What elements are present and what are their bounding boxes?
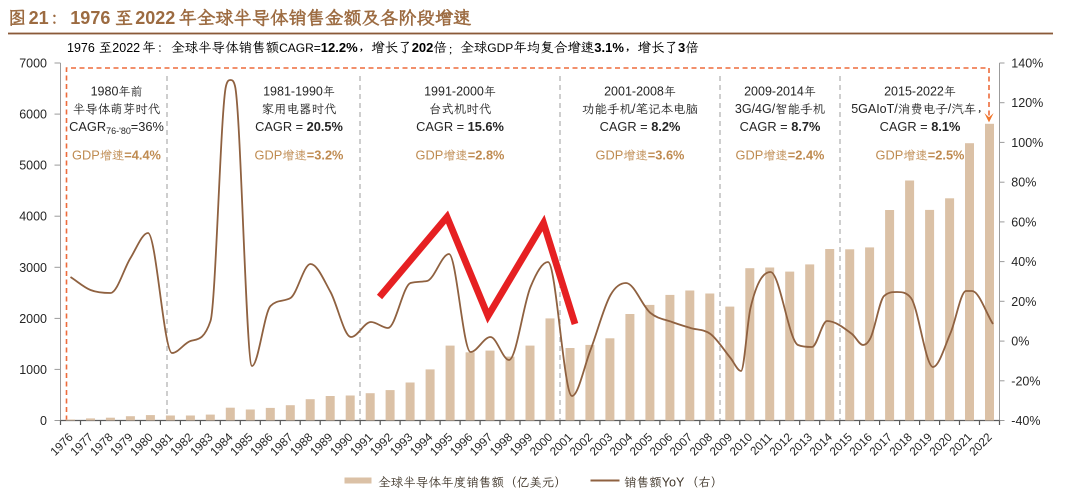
- svg-text:=4.4%: =4.4%: [124, 148, 161, 163]
- svg-text:20%: 20%: [1011, 295, 1036, 309]
- svg-text:8.7%: 8.7%: [791, 119, 821, 134]
- svg-text:2009-2014: 2009-2014: [744, 85, 804, 99]
- svg-text:=3.6%: =3.6%: [648, 148, 685, 163]
- svg-text:100%: 100%: [1011, 136, 1043, 150]
- svg-text:0: 0: [40, 414, 47, 428]
- svg-text:80%: 80%: [1011, 176, 1036, 190]
- svg-text:=36%: =36%: [131, 119, 164, 134]
- svg-text:76-'80: 76-'80: [106, 126, 131, 136]
- svg-text:CAGR =: CAGR =: [255, 119, 303, 134]
- svg-text:40%: 40%: [1011, 255, 1036, 269]
- svg-text:GDP: GDP: [416, 148, 444, 163]
- svg-text:/: /: [948, 102, 952, 116]
- svg-text:GDP: GDP: [736, 148, 764, 163]
- svg-text:1991-2000: 1991-2000: [424, 85, 484, 99]
- svg-text:CAGR=: CAGR=: [279, 41, 321, 55]
- svg-text:1976: 1976: [67, 41, 95, 55]
- svg-text:0%: 0%: [1011, 335, 1029, 349]
- svg-text:5000: 5000: [19, 159, 47, 173]
- svg-text:CAGR: CAGR: [69, 119, 106, 134]
- svg-text:4000: 4000: [19, 210, 47, 224]
- svg-text:6000: 6000: [19, 108, 47, 122]
- svg-text:140%: 140%: [1011, 57, 1043, 71]
- svg-text:GDP: GDP: [255, 148, 283, 163]
- svg-text:=2.8%: =2.8%: [468, 148, 505, 163]
- svg-text:=2.5%: =2.5%: [928, 148, 965, 163]
- svg-text:GDP: GDP: [876, 148, 904, 163]
- svg-text:21: 21: [29, 8, 49, 28]
- svg-text:CAGR =: CAGR =: [416, 119, 464, 134]
- svg-text:1976: 1976: [70, 8, 110, 28]
- svg-text:8.1%: 8.1%: [931, 119, 961, 134]
- svg-text:CAGR =: CAGR =: [600, 119, 648, 134]
- svg-text:/: /: [632, 102, 636, 116]
- svg-text:20.5%: 20.5%: [307, 119, 344, 134]
- svg-text:2015-2022: 2015-2022: [884, 85, 944, 99]
- svg-text:202: 202: [412, 40, 434, 55]
- svg-text:2000: 2000: [19, 312, 47, 326]
- svg-text:-20%: -20%: [1011, 374, 1040, 388]
- svg-text:GDP: GDP: [487, 41, 513, 55]
- svg-text:3: 3: [678, 40, 685, 55]
- svg-text:2022: 2022: [112, 41, 140, 55]
- svg-text:=3.2%: =3.2%: [307, 148, 344, 163]
- svg-text:1981-1990: 1981-1990: [263, 85, 323, 99]
- svg-text:2001-2008: 2001-2008: [604, 85, 664, 99]
- svg-text:CAGR =: CAGR =: [740, 119, 788, 134]
- svg-text:60%: 60%: [1011, 215, 1036, 229]
- svg-text:YoY: YoY: [662, 476, 685, 490]
- svg-text:12.2%: 12.2%: [321, 40, 358, 55]
- svg-text:3.1%: 3.1%: [594, 40, 624, 55]
- svg-text:-40%: -40%: [1011, 414, 1040, 428]
- svg-text:CAGR =: CAGR =: [880, 119, 928, 134]
- svg-text:GDP: GDP: [596, 148, 624, 163]
- svg-text:3000: 3000: [19, 261, 47, 275]
- svg-text:=2.4%: =2.4%: [788, 148, 825, 163]
- svg-text:120%: 120%: [1011, 96, 1043, 110]
- svg-text:1980: 1980: [91, 85, 119, 99]
- svg-text:GDP: GDP: [72, 148, 100, 163]
- svg-text:1000: 1000: [19, 363, 47, 377]
- svg-text:2022: 2022: [966, 430, 994, 458]
- svg-text:5GAIoT/: 5GAIoT/: [851, 102, 898, 116]
- svg-text:15.6%: 15.6%: [468, 119, 505, 134]
- svg-text:3G/4G/: 3G/4G/: [735, 102, 776, 116]
- svg-text:8.2%: 8.2%: [651, 119, 681, 134]
- svg-text:2022: 2022: [135, 8, 175, 28]
- svg-text:7000: 7000: [19, 57, 47, 71]
